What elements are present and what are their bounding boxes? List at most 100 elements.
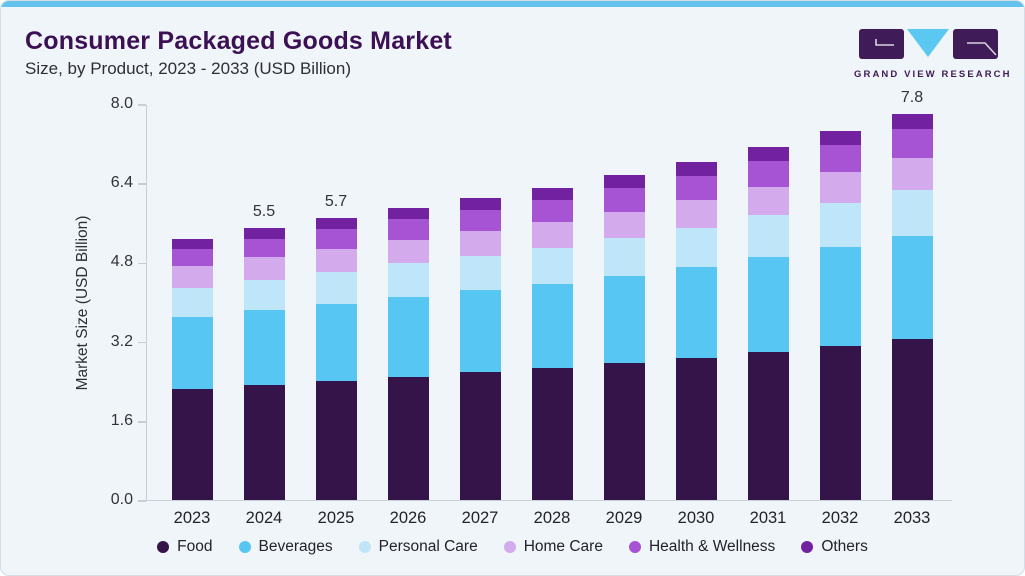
bar-segment-beverages — [891, 235, 933, 339]
bar-total-label: 7.8 — [900, 88, 924, 106]
y-tick-mark — [137, 262, 146, 265]
bar-segment-home-care — [891, 157, 933, 190]
legend-item: Personal Care — [358, 538, 478, 556]
bar-segment-home-care — [531, 222, 573, 248]
bar-segment-personal-care — [315, 271, 357, 305]
bar-segment-health-wellness — [675, 175, 717, 201]
bar-segment-home-care — [387, 239, 429, 264]
x-axis-label: 2027 — [461, 509, 499, 527]
bar-segment-personal-care — [459, 255, 501, 291]
y-tick-label: 6.4 — [110, 174, 133, 192]
bar-segment-food — [171, 388, 213, 500]
bar-segment-home-care — [603, 211, 645, 239]
bar-segment-food — [747, 352, 789, 500]
y-tick-mark — [137, 104, 146, 106]
bar-2028 — [531, 187, 573, 500]
bar-segment-others — [459, 198, 501, 210]
x-axis-label: 2033 — [893, 509, 931, 527]
gvr-logo-text: GRAND VIEW RESEARCH — [854, 69, 1012, 80]
bar-segment-food — [387, 376, 429, 500]
y-axis-title: Market Size (USD Billion) — [74, 215, 91, 391]
bar-segment-food — [891, 338, 933, 500]
bar-segment-food — [675, 358, 717, 500]
x-axis-label: 2031 — [749, 509, 787, 527]
x-axis-label: 2024 — [245, 509, 283, 527]
bar-2023 — [171, 238, 213, 500]
bar-2026 — [387, 207, 429, 500]
bar-2033 — [891, 113, 933, 500]
legend-label: Others — [821, 538, 868, 555]
y-tick-label: 4.8 — [110, 253, 133, 271]
x-axis-label: 2032 — [821, 509, 859, 527]
bar-segment-beverages — [387, 297, 429, 377]
bar-segment-others — [171, 238, 213, 249]
bar-segment-home-care — [315, 248, 357, 272]
bar-segment-beverages — [315, 304, 357, 381]
bar-segment-health-wellness — [459, 209, 501, 232]
bar-segment-others — [243, 228, 285, 239]
bar-segment-beverages — [819, 246, 861, 346]
y-tick-mark — [137, 421, 146, 423]
top-accent-bar — [1, 1, 1024, 7]
bar-segment-health-wellness — [819, 145, 861, 173]
bar-segment-beverages — [603, 275, 645, 364]
bar-segment-beverages — [531, 283, 573, 369]
legend-label: Food — [177, 538, 213, 555]
bar-segment-personal-care — [675, 227, 717, 268]
bar-segment-home-care — [819, 172, 861, 203]
legend-label: Beverages — [258, 538, 333, 555]
legend-item: Food — [157, 538, 213, 556]
bar-segment-personal-care — [531, 247, 573, 284]
legend-item: Health & Wellness — [628, 538, 775, 556]
x-axis-label: 2026 — [389, 509, 427, 527]
bar-segment-food — [315, 380, 357, 500]
bar-segment-health-wellness — [387, 219, 429, 240]
x-axis-label: 2025 — [317, 509, 355, 527]
bar-segment-personal-care — [819, 202, 861, 247]
bar-segment-others — [747, 147, 789, 162]
bar-segment-others — [387, 207, 429, 220]
bar-segment-home-care — [171, 266, 213, 288]
bar-segment-health-wellness — [747, 161, 789, 187]
legend-dot — [157, 541, 170, 553]
bar-2030 — [675, 162, 717, 500]
y-tick-mark — [137, 341, 146, 344]
bar-segment-beverages — [459, 290, 501, 373]
bar-segment-health-wellness — [171, 248, 213, 267]
bar-segment-beverages — [171, 316, 213, 389]
bar-2029 — [603, 175, 645, 500]
bar-2027 — [459, 198, 501, 500]
bar-segment-others — [531, 187, 573, 201]
bar-total-label: 5.5 — [252, 203, 276, 221]
y-tick-label: 3.2 — [110, 332, 133, 350]
gvr-logo-icon — [859, 29, 998, 59]
x-axis-label: 2023 — [173, 509, 211, 527]
bar-segment-others — [315, 217, 357, 229]
bar-segment-beverages — [675, 267, 717, 359]
bar-segment-home-care — [243, 257, 285, 280]
y-tick-label: 0.0 — [110, 491, 133, 508]
legend-dot — [503, 541, 516, 553]
bar-segment-food — [819, 345, 861, 500]
legend-dot — [238, 541, 251, 553]
bar-segment-home-care — [675, 200, 717, 228]
bar-segment-personal-care — [243, 279, 285, 311]
bar-segment-others — [819, 130, 861, 146]
bar-segment-health-wellness — [531, 200, 573, 223]
x-axis-label: 2030 — [677, 509, 715, 527]
bar-segment-others — [603, 175, 645, 189]
bar-total-label: 5.7 — [324, 192, 348, 210]
legend-dot — [801, 541, 814, 553]
bar-segment-personal-care — [387, 263, 429, 298]
bar-segment-health-wellness — [243, 238, 285, 258]
bar-segment-food — [603, 363, 645, 500]
bar-segment-home-care — [747, 186, 789, 216]
page-subtitle: Size, by Product, 2023 - 2033 (USD Billi… — [25, 59, 351, 78]
bar-segment-others — [675, 162, 717, 176]
y-tick-label: 1.6 — [110, 411, 133, 429]
bar-segment-food — [459, 372, 501, 500]
bar-segment-personal-care — [891, 189, 933, 236]
bar-segment-personal-care — [603, 238, 645, 276]
plot-area: 8.0 6.4 4.8 3.2 1.6 0.0 2023 5.5 2024 5.7 2025 2026… — [111, 89, 952, 527]
